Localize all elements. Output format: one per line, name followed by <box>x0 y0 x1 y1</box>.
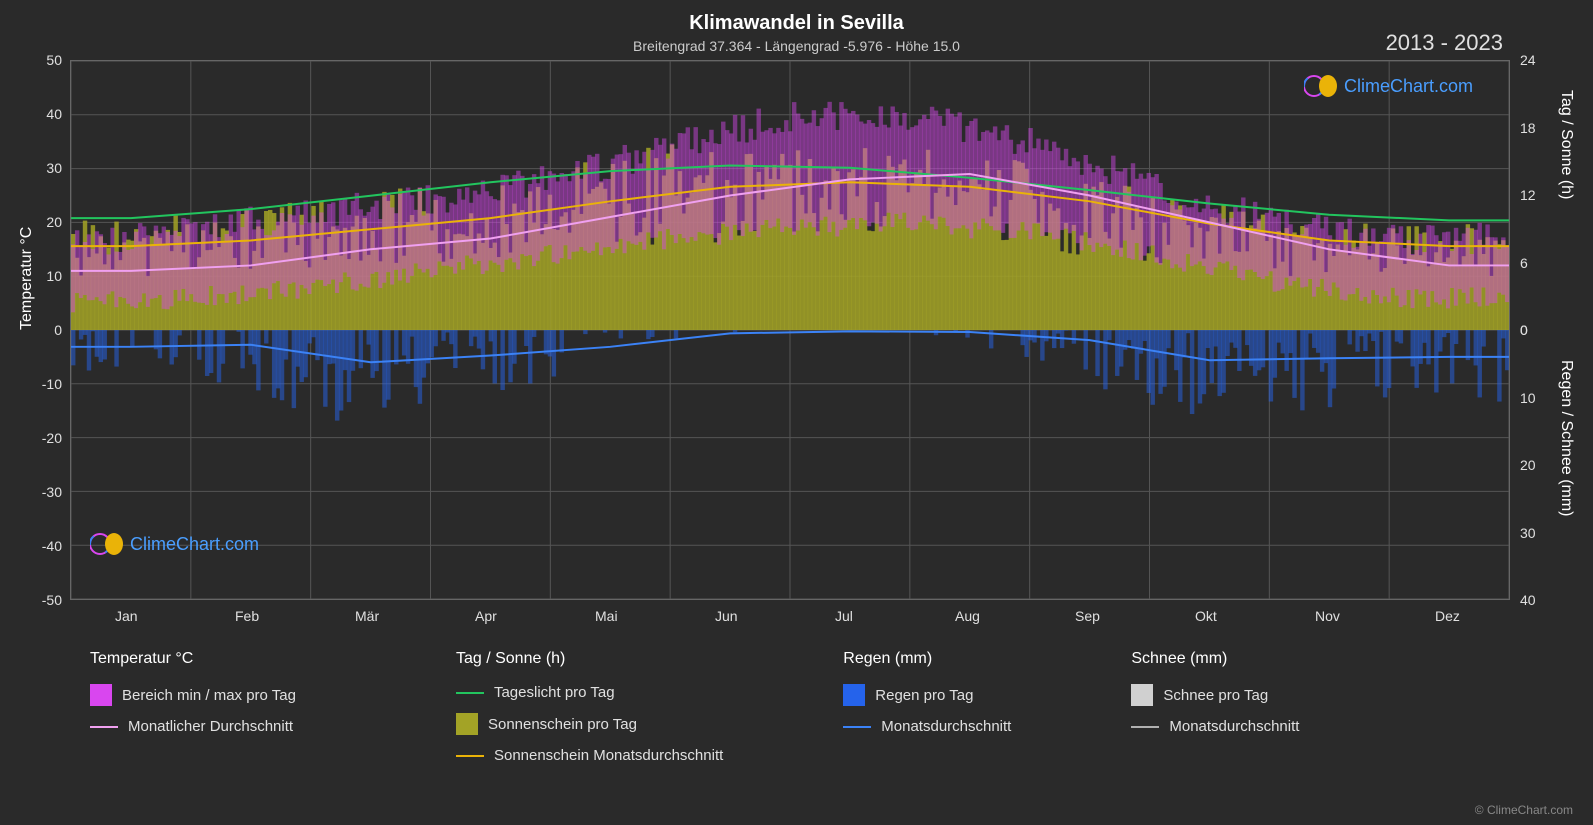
right-axis-top-label: Tag / Sonne (h) <box>1557 90 1575 199</box>
legend-item-snow-bars: Schnee pro Tag <box>1131 684 1299 706</box>
legend-label: Tageslicht pro Tag <box>494 684 615 701</box>
swatch-icon <box>456 713 478 735</box>
chart-plot-area <box>70 60 1510 600</box>
legend-item-daylight: Tageslicht pro Tag <box>456 684 723 701</box>
legend-label: Schnee pro Tag <box>1163 687 1268 704</box>
line-icon <box>843 726 871 728</box>
legend-header-snow: Schnee (mm) <box>1131 650 1299 668</box>
legend-header-temp: Temperatur °C <box>90 650 296 668</box>
swatch-icon <box>1131 684 1153 706</box>
legend-item-sunshine-bars: Sonnenschein pro Tag <box>456 713 723 735</box>
legend-item-rain-bars: Regen pro Tag <box>843 684 1011 706</box>
right-axis-bottom-label: Regen / Schnee (mm) <box>1557 360 1575 517</box>
legend-item-snow-avg: Monatsdurchschnitt <box>1131 718 1299 735</box>
legend-col-temp: Temperatur °C Bereich min / max pro Tag … <box>90 650 296 764</box>
legend-col-rain: Regen (mm) Regen pro Tag Monatsdurchschn… <box>843 650 1011 764</box>
legend-label: Sonnenschein Monatsdurchschnitt <box>494 747 723 764</box>
chart-subtitle: Breitengrad 37.364 - Längengrad -5.976 -… <box>0 38 1593 54</box>
legend-label: Regen pro Tag <box>875 687 973 704</box>
watermark-top: ClimeChart.com <box>1304 72 1473 100</box>
legend-label: Bereich min / max pro Tag <box>122 687 296 704</box>
chart-title: Klimawandel in Sevilla <box>0 12 1593 35</box>
legend-label: Monatlicher Durchschnitt <box>128 718 293 735</box>
legend: Temperatur °C Bereich min / max pro Tag … <box>90 650 1530 764</box>
year-range: 2013 - 2023 <box>1386 30 1503 56</box>
legend-label: Monatsdurchschnitt <box>881 718 1011 735</box>
line-icon <box>90 726 118 728</box>
legend-item-temp-avg: Monatlicher Durchschnitt <box>90 718 296 735</box>
watermark-text: ClimeChart.com <box>1344 76 1473 97</box>
legend-label: Sonnenschein pro Tag <box>488 716 637 733</box>
copyright-text: © ClimeChart.com <box>1475 803 1573 817</box>
watermark-text: ClimeChart.com <box>130 534 259 555</box>
legend-col-sun: Tag / Sonne (h) Tageslicht pro Tag Sonne… <box>456 650 723 764</box>
legend-header-sun: Tag / Sonne (h) <box>456 650 723 668</box>
swatch-icon <box>843 684 865 706</box>
line-icon <box>456 755 484 757</box>
line-icon <box>1131 726 1159 728</box>
line-icon <box>456 692 484 694</box>
legend-item-temp-range: Bereich min / max pro Tag <box>90 684 296 706</box>
legend-item-sunshine-avg: Sonnenschein Monatsdurchschnitt <box>456 747 723 764</box>
legend-col-snow: Schnee (mm) Schnee pro Tag Monatsdurchsc… <box>1131 650 1299 764</box>
legend-label: Monatsdurchschnitt <box>1169 718 1299 735</box>
legend-item-rain-avg: Monatsdurchschnitt <box>843 718 1011 735</box>
watermark-bottom: ClimeChart.com <box>90 530 259 558</box>
chart-svg <box>71 61 1509 599</box>
legend-header-rain: Regen (mm) <box>843 650 1011 668</box>
left-axis-label: Temperatur °C <box>18 227 36 330</box>
swatch-icon <box>90 684 112 706</box>
